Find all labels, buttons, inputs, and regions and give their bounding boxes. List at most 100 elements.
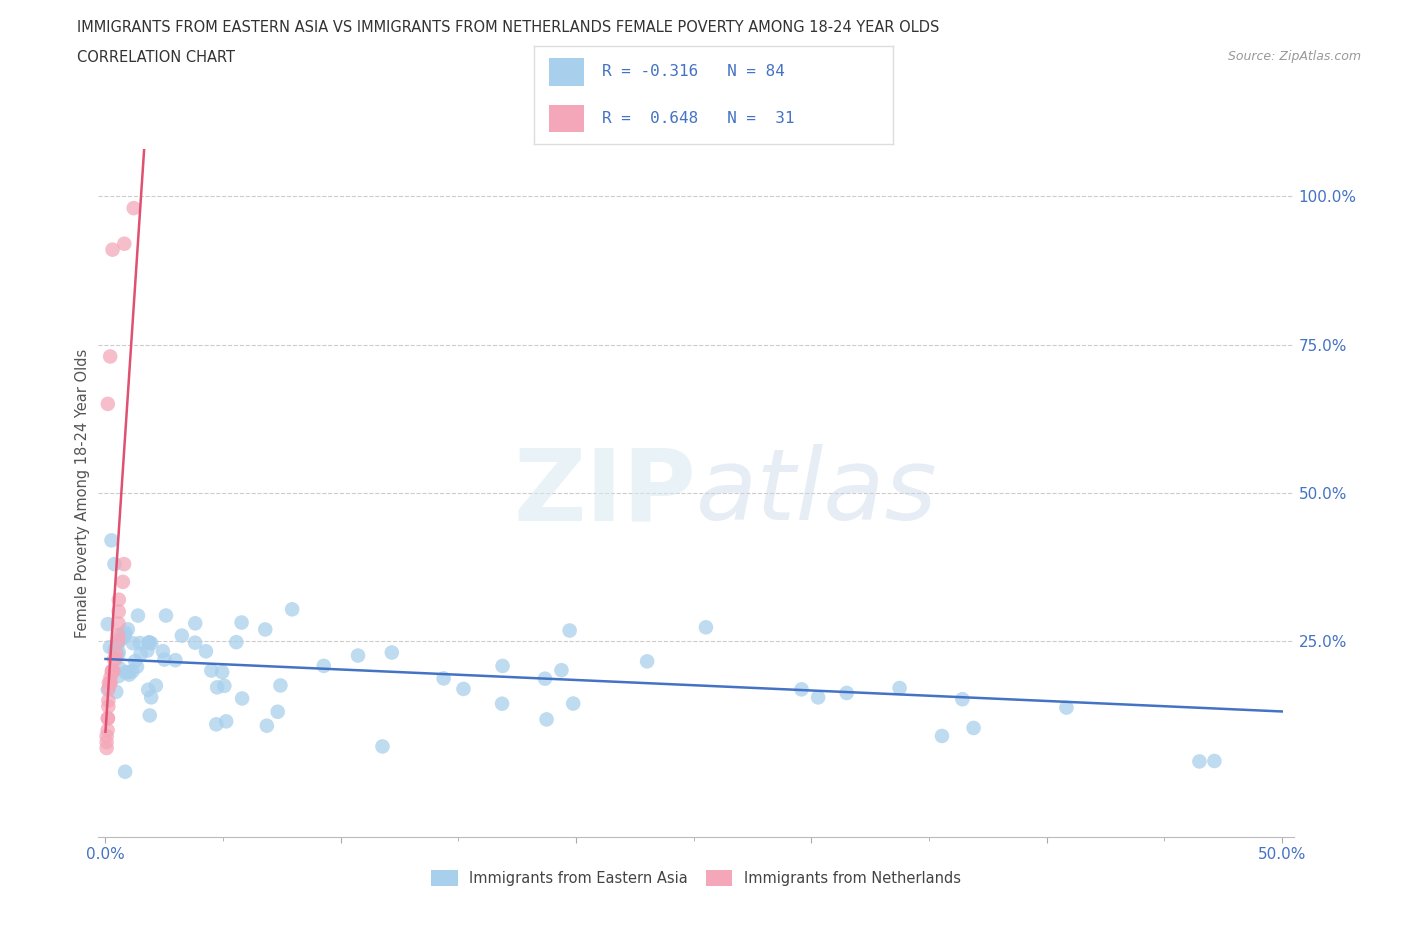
Text: IMMIGRANTS FROM EASTERN ASIA VS IMMIGRANTS FROM NETHERLANDS FEMALE POVERTY AMONG: IMMIGRANTS FROM EASTERN ASIA VS IMMIGRAN… xyxy=(77,20,939,35)
Point xyxy=(122,636,145,651)
Point xyxy=(96,740,118,755)
Point xyxy=(122,201,145,216)
Point xyxy=(114,764,136,779)
Point xyxy=(103,652,125,667)
Text: CORRELATION CHART: CORRELATION CHART xyxy=(77,50,235,65)
Point xyxy=(121,664,143,679)
Point xyxy=(118,665,141,680)
Point xyxy=(97,711,120,725)
Point xyxy=(281,602,304,617)
Point xyxy=(136,683,159,698)
Point xyxy=(114,628,136,643)
Point xyxy=(107,628,129,643)
Point xyxy=(97,723,120,737)
Point xyxy=(101,242,124,257)
Point xyxy=(104,652,127,667)
Point xyxy=(256,718,278,733)
Point xyxy=(205,680,228,695)
Point xyxy=(107,616,129,631)
Point xyxy=(536,712,558,727)
Point xyxy=(231,691,253,706)
Point xyxy=(114,665,136,680)
Point xyxy=(128,635,150,650)
Point xyxy=(695,620,717,635)
Y-axis label: Female Poverty Among 18-24 Year Olds: Female Poverty Among 18-24 Year Olds xyxy=(75,348,90,638)
Text: ZIP: ZIP xyxy=(513,445,696,541)
Point xyxy=(534,671,557,686)
Point xyxy=(312,658,335,673)
Point xyxy=(97,396,120,411)
Point xyxy=(269,678,291,693)
FancyBboxPatch shape xyxy=(548,59,585,86)
Point xyxy=(950,692,973,707)
Point xyxy=(129,646,152,661)
Point xyxy=(184,635,207,650)
Legend: Immigrants from Eastern Asia, Immigrants from Netherlands: Immigrants from Eastern Asia, Immigrants… xyxy=(426,864,966,892)
Point xyxy=(111,627,134,642)
Point xyxy=(962,721,984,736)
Point xyxy=(558,623,581,638)
Point xyxy=(111,575,134,590)
Text: Source: ZipAtlas.com: Source: ZipAtlas.com xyxy=(1227,50,1361,63)
Point xyxy=(114,625,136,640)
Point xyxy=(433,671,456,685)
Point xyxy=(195,644,218,658)
Point xyxy=(97,699,120,714)
Point xyxy=(107,647,129,662)
Text: R =  0.648   N =  31: R = 0.648 N = 31 xyxy=(602,112,794,126)
Point xyxy=(104,642,127,657)
Point xyxy=(103,557,125,572)
Point xyxy=(100,533,122,548)
Point xyxy=(636,654,658,669)
Point xyxy=(108,592,131,607)
Point xyxy=(231,615,253,630)
Point xyxy=(138,635,160,650)
Point xyxy=(118,667,141,682)
Point xyxy=(371,739,394,754)
Point xyxy=(145,678,167,693)
Point xyxy=(107,635,129,650)
Point xyxy=(153,652,176,667)
Point xyxy=(103,663,125,678)
Point xyxy=(453,682,475,697)
Point xyxy=(491,697,513,711)
Point xyxy=(215,714,238,729)
Point xyxy=(125,659,148,674)
Point xyxy=(98,675,121,690)
Point xyxy=(200,663,222,678)
Point xyxy=(136,644,159,658)
Point xyxy=(381,645,404,660)
Point xyxy=(1056,700,1078,715)
Point xyxy=(184,616,207,631)
Point xyxy=(138,635,160,650)
Point xyxy=(211,665,233,680)
Point xyxy=(98,675,121,690)
Point xyxy=(127,608,149,623)
Point xyxy=(107,604,129,619)
Point xyxy=(214,678,236,693)
Point xyxy=(550,663,572,678)
Point xyxy=(1188,754,1211,769)
FancyBboxPatch shape xyxy=(548,105,585,132)
Text: atlas: atlas xyxy=(696,445,938,541)
Point xyxy=(107,669,129,684)
Point xyxy=(347,648,370,663)
Point xyxy=(97,617,120,631)
Point xyxy=(266,704,288,719)
Point xyxy=(101,663,124,678)
Point xyxy=(97,683,120,698)
Point xyxy=(491,658,513,673)
Point xyxy=(98,349,121,364)
Point xyxy=(107,633,129,648)
Point xyxy=(562,697,585,711)
Point xyxy=(97,693,120,708)
Point xyxy=(165,653,187,668)
Point xyxy=(254,622,277,637)
Point xyxy=(155,608,177,623)
Point xyxy=(100,670,122,684)
Point xyxy=(225,634,247,649)
Point xyxy=(97,682,120,697)
Point xyxy=(111,631,134,646)
Point xyxy=(96,729,118,744)
Point xyxy=(124,654,146,669)
